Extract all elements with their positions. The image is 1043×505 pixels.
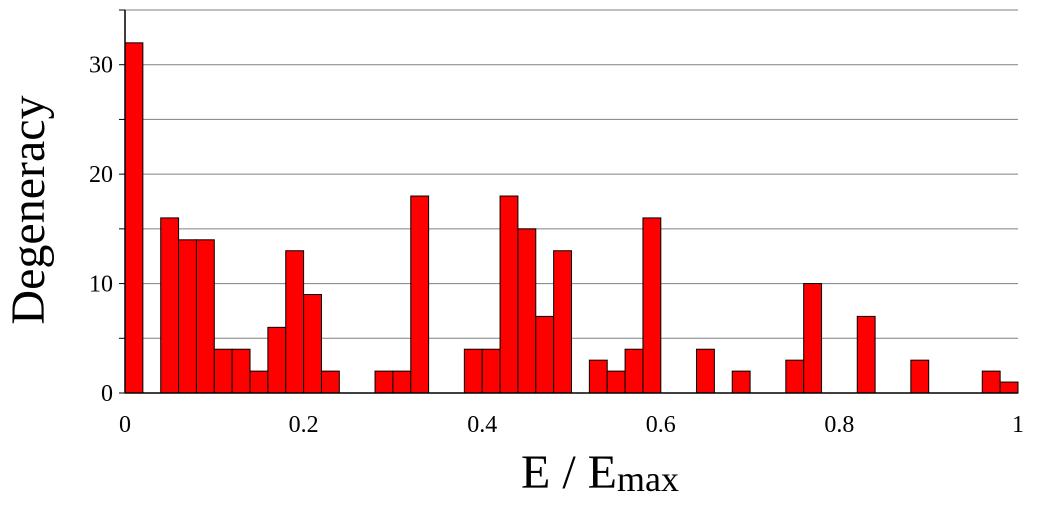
bar [588, 359, 608, 394]
bar [553, 250, 573, 394]
grid-lines [125, 9, 1018, 339]
bar [696, 348, 715, 394]
x-tick-label: 1 [1012, 412, 1024, 438]
bar [856, 315, 876, 394]
x-tick-label: 0 [119, 412, 131, 438]
bar [160, 217, 180, 394]
x-tick-label: 0.2 [289, 412, 319, 438]
bar [267, 326, 287, 394]
bar [803, 283, 823, 394]
bar [535, 315, 555, 394]
axes [124, 10, 1018, 394]
bar [481, 348, 501, 394]
bar [285, 250, 305, 394]
bar [731, 370, 751, 394]
x-ticks: 0 0.2 0.4 0.6 0.8 1 [119, 412, 1024, 438]
bar [981, 370, 1001, 394]
bar [392, 370, 412, 394]
bar [606, 370, 626, 394]
bar [624, 348, 644, 394]
bar [213, 348, 233, 394]
y-ticks: 0 10 20 30 [89, 9, 125, 407]
bar [374, 370, 394, 394]
bars-group [124, 42, 1019, 394]
bar [410, 195, 430, 394]
bar [517, 228, 537, 394]
y-tick-label: 30 [89, 53, 113, 79]
bar [499, 195, 519, 394]
bar [785, 359, 805, 394]
bar [303, 294, 322, 394]
bar [249, 370, 269, 394]
bar [999, 381, 1019, 394]
bar [178, 239, 197, 394]
bar [463, 348, 483, 394]
bar [195, 239, 215, 394]
x-tick-label: 0.8 [824, 412, 854, 438]
bar [910, 359, 930, 394]
bar [642, 217, 662, 394]
x-tick-label: 0.4 [467, 412, 497, 438]
y-axis-label: Degeneracy [2, 95, 55, 324]
y-tick-label: 0 [101, 381, 113, 407]
y-tick-label: 10 [89, 272, 113, 298]
x-tick-label: 0.6 [646, 412, 676, 438]
x-axis-label-main: E / E [521, 446, 617, 499]
x-axis-label: E / Emax [521, 446, 679, 499]
x-axis-label-subscript: max [617, 459, 679, 499]
y-tick-label: 20 [89, 162, 113, 188]
bar [231, 348, 251, 394]
bar [124, 42, 144, 394]
bar [320, 370, 340, 394]
